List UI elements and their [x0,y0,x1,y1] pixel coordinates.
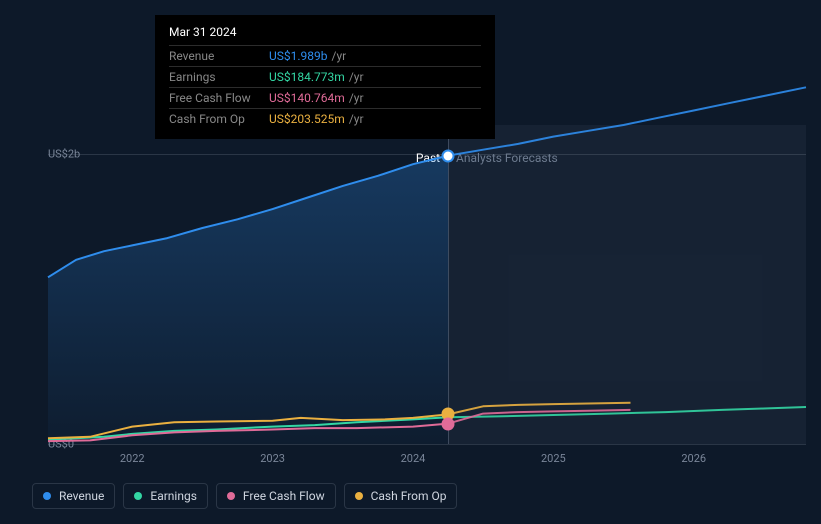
tooltip-metric-unit: /yr [349,70,364,84]
tooltip-metric-unit: /yr [349,112,364,126]
tooltip-metric-value: US$140.764m [269,91,345,105]
legend-label: Revenue [59,489,104,503]
legend-dot [134,492,142,500]
legend-item-earnings[interactable]: Earnings [123,483,208,509]
tooltip-row: Cash From OpUS$203.525m/yr [169,108,481,129]
x-axis-label: 2024 [401,452,426,465]
x-axis-label: 2023 [260,452,285,465]
tooltip-row: Free Cash FlowUS$140.764m/yr [169,87,481,108]
tooltip-metric-label: Earnings [169,70,269,84]
hover-marker [444,419,453,428]
x-axis-label: 2026 [681,452,706,465]
financial-chart: US$0US$2b Past Analysts Forecasts 202220… [15,0,806,524]
chart-legend: Revenue Earnings Free Cash Flow Cash From O… [32,483,457,509]
chart-tooltip: Mar 31 2024 RevenueUS$1.989b/yrEarningsU… [155,15,495,139]
legend-label: Cash From Op [371,489,447,503]
legend-label: Earnings [150,489,197,503]
tooltip-metric-label: Free Cash Flow [169,91,269,105]
legend-item-cash-from-op[interactable]: Cash From Op [344,483,458,509]
x-axis-label: 2022 [120,452,145,465]
tooltip-metric-label: Revenue [169,49,269,63]
tooltip-row: RevenueUS$1.989b/yr [169,45,481,66]
x-axis-label: 2025 [541,452,566,465]
legend-item-free-cash-flow[interactable]: Free Cash Flow [216,483,336,509]
gridline [48,444,806,445]
tooltip-metric-value: US$184.773m [269,70,345,84]
legend-label: Free Cash Flow [243,489,325,503]
tooltip-metric-value: US$203.525m [269,112,345,126]
tooltip-metric-unit: /yr [332,49,347,63]
tooltip-metric-label: Cash From Op [169,112,269,126]
tooltip-row: EarningsUS$184.773m/yr [169,66,481,87]
tooltip-metric-unit: /yr [349,91,364,105]
legend-dot [43,492,51,500]
chart-lines [48,125,806,444]
legend-dot [227,492,235,500]
plot-area[interactable]: US$0US$2b Past Analysts Forecasts 202220… [48,125,806,444]
hover-marker [444,151,453,160]
legend-item-revenue[interactable]: Revenue [32,483,115,509]
legend-dot [355,492,363,500]
hover-marker [444,410,453,419]
tooltip-metric-value: US$1.989b [269,49,328,63]
tooltip-date: Mar 31 2024 [169,25,481,45]
